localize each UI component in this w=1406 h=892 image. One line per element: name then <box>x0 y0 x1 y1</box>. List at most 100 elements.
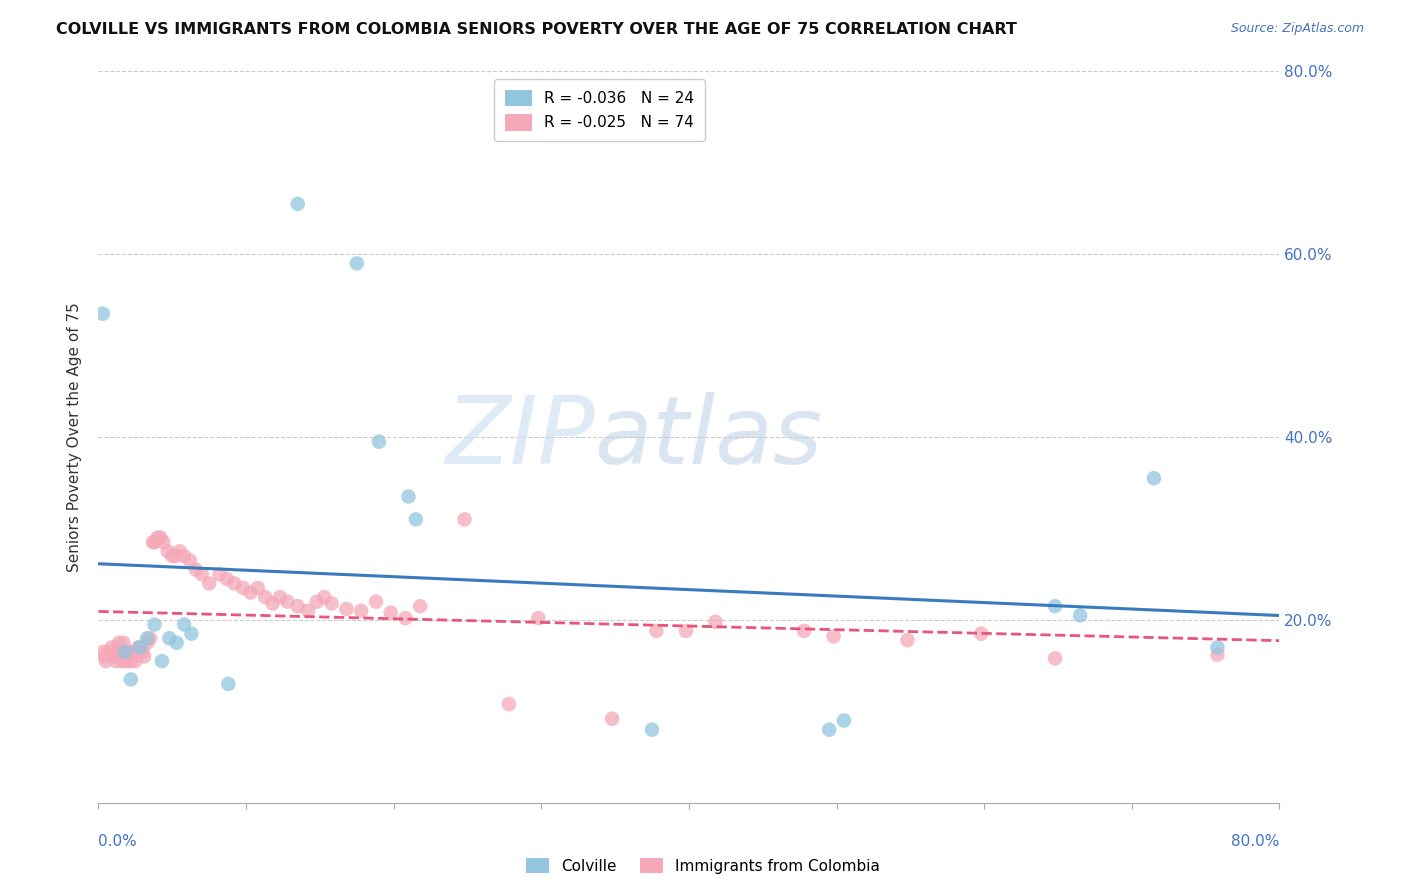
Point <box>132 645 155 659</box>
Point <box>1143 471 1166 485</box>
Point <box>217 677 239 691</box>
Point <box>276 594 298 608</box>
Point <box>107 640 129 655</box>
Legend: R = -0.036   N = 24, R = -0.025   N = 74: R = -0.036 N = 24, R = -0.025 N = 74 <box>494 79 704 141</box>
Point <box>321 597 343 611</box>
Point <box>823 629 845 643</box>
Point <box>180 626 202 640</box>
Point <box>297 604 319 618</box>
Text: atlas: atlas <box>595 392 823 483</box>
Point <box>818 723 841 737</box>
Point <box>124 654 146 668</box>
Point <box>121 645 143 659</box>
Point <box>645 624 668 638</box>
Text: 80.0%: 80.0% <box>1232 834 1279 849</box>
Point <box>105 654 128 668</box>
Point <box>409 599 432 614</box>
Point <box>136 632 159 646</box>
Point <box>498 697 520 711</box>
Point <box>173 617 195 632</box>
Point <box>239 585 262 599</box>
Point <box>287 599 309 614</box>
Point <box>208 567 231 582</box>
Point <box>179 553 201 567</box>
Point <box>117 654 139 668</box>
Point <box>191 567 214 582</box>
Point <box>91 307 114 321</box>
Point <box>93 649 115 664</box>
Point <box>118 645 141 659</box>
Text: ZIP: ZIP <box>444 392 595 483</box>
Point <box>128 640 150 655</box>
Point <box>335 602 357 616</box>
Point <box>1206 640 1229 655</box>
Point <box>970 626 993 640</box>
Point <box>380 606 402 620</box>
Point <box>364 594 387 608</box>
Point <box>166 636 188 650</box>
Point <box>394 611 416 625</box>
Point <box>396 490 419 504</box>
Point <box>146 531 169 545</box>
Point <box>139 632 162 646</box>
Point <box>184 563 207 577</box>
Point <box>165 549 187 563</box>
Point <box>675 624 697 638</box>
Point <box>1206 648 1229 662</box>
Point <box>704 615 727 629</box>
Point <box>232 581 254 595</box>
Point <box>453 512 475 526</box>
Point <box>150 654 173 668</box>
Point <box>134 649 156 664</box>
Point <box>91 645 114 659</box>
Point <box>1069 608 1091 623</box>
Point <box>1043 599 1066 614</box>
Text: 0.0%: 0.0% <box>98 834 138 849</box>
Point <box>128 645 150 659</box>
Point <box>215 572 238 586</box>
Point <box>112 636 135 650</box>
Point <box>136 636 159 650</box>
Point <box>896 633 918 648</box>
Point <box>246 581 269 595</box>
Point <box>198 576 221 591</box>
Point <box>120 654 142 668</box>
Point <box>269 590 291 604</box>
Point <box>262 597 284 611</box>
Point <box>143 617 166 632</box>
Point <box>97 645 120 659</box>
Point <box>152 535 174 549</box>
Point <box>832 714 855 728</box>
Point <box>600 712 623 726</box>
Point <box>1043 651 1066 665</box>
Legend: Colville, Immigrants from Colombia: Colville, Immigrants from Colombia <box>520 852 886 880</box>
Point <box>108 636 131 650</box>
Point <box>115 645 138 659</box>
Y-axis label: Seniors Poverty Over the Age of 75: Seniors Poverty Over the Age of 75 <box>67 302 83 572</box>
Point <box>94 654 117 668</box>
Point <box>120 673 142 687</box>
Point <box>350 604 373 618</box>
Point <box>173 549 195 563</box>
Point <box>157 632 180 646</box>
Point <box>100 649 122 664</box>
Point <box>314 590 336 604</box>
Point <box>142 535 165 549</box>
Point <box>527 611 550 625</box>
Point <box>100 640 122 655</box>
Point <box>305 594 328 608</box>
Point <box>641 723 664 737</box>
Text: Source: ZipAtlas.com: Source: ZipAtlas.com <box>1230 22 1364 36</box>
Point <box>793 624 815 638</box>
Point <box>108 645 131 659</box>
Point <box>346 256 368 270</box>
Point <box>287 197 309 211</box>
Point <box>114 645 136 659</box>
Point <box>162 549 183 563</box>
Point <box>114 654 136 668</box>
Point <box>224 576 246 591</box>
Point <box>127 640 149 655</box>
Point <box>368 434 391 449</box>
Point <box>254 590 277 604</box>
Point <box>169 544 191 558</box>
